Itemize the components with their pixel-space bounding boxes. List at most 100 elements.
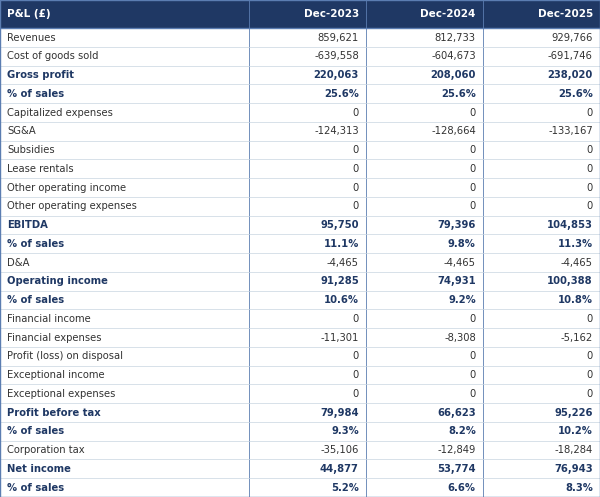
Text: 74,931: 74,931: [437, 276, 476, 286]
Bar: [0, 84, 600, 103]
Text: 8.2%: 8.2%: [448, 426, 476, 436]
Text: Cost of goods sold: Cost of goods sold: [7, 51, 98, 61]
Text: 0: 0: [587, 314, 593, 324]
Text: 11.3%: 11.3%: [557, 239, 593, 249]
Text: 44,877: 44,877: [320, 464, 359, 474]
Text: 9.3%: 9.3%: [331, 426, 359, 436]
Text: 25.6%: 25.6%: [441, 89, 476, 99]
Bar: [0, 460, 600, 478]
Text: -4,465: -4,465: [327, 257, 359, 267]
Bar: [0, 272, 600, 291]
Text: Profit (loss) on disposal: Profit (loss) on disposal: [7, 351, 123, 361]
Text: 79,984: 79,984: [320, 408, 359, 417]
Text: -18,284: -18,284: [554, 445, 593, 455]
Bar: [0, 28, 600, 47]
Text: -604,673: -604,673: [431, 51, 476, 61]
Text: 0: 0: [470, 370, 476, 380]
Text: -124,313: -124,313: [314, 126, 359, 136]
Text: 95,750: 95,750: [320, 220, 359, 230]
Text: 10.8%: 10.8%: [558, 295, 593, 305]
Bar: [0, 347, 600, 366]
Bar: [0, 253, 600, 272]
Text: -639,558: -639,558: [314, 51, 359, 61]
Text: 859,621: 859,621: [317, 32, 359, 43]
Text: Other operating income: Other operating income: [7, 182, 127, 192]
Bar: [0, 160, 600, 178]
Bar: [0, 403, 600, 422]
Bar: [0, 47, 600, 66]
Text: 220,063: 220,063: [314, 70, 359, 80]
Text: Subsidies: Subsidies: [7, 145, 55, 155]
Text: 0: 0: [470, 164, 476, 174]
Text: 95,226: 95,226: [554, 408, 593, 417]
Text: 9.2%: 9.2%: [448, 295, 476, 305]
Text: 0: 0: [587, 351, 593, 361]
Bar: [0, 328, 600, 347]
Text: -11,301: -11,301: [320, 332, 359, 342]
Text: 238,020: 238,020: [548, 70, 593, 80]
Text: 104,853: 104,853: [547, 220, 593, 230]
Text: Gross profit: Gross profit: [7, 70, 74, 80]
Text: 0: 0: [470, 201, 476, 211]
Text: 0: 0: [587, 370, 593, 380]
Text: 0: 0: [353, 145, 359, 155]
Text: 25.6%: 25.6%: [324, 89, 359, 99]
Text: Revenues: Revenues: [7, 32, 56, 43]
Text: Capitalized expenses: Capitalized expenses: [7, 107, 113, 117]
Text: Other operating expenses: Other operating expenses: [7, 201, 137, 211]
Text: 0: 0: [353, 351, 359, 361]
Bar: [0, 141, 600, 160]
Text: Financial expenses: Financial expenses: [7, 332, 102, 342]
Bar: [0, 385, 600, 403]
Text: D&A: D&A: [7, 257, 30, 267]
Bar: [0, 216, 600, 235]
Bar: [0, 103, 600, 122]
Text: 10.6%: 10.6%: [324, 295, 359, 305]
Text: Dec-2025: Dec-2025: [538, 9, 593, 19]
Text: 0: 0: [353, 164, 359, 174]
Text: 53,774: 53,774: [437, 464, 476, 474]
Text: 0: 0: [470, 314, 476, 324]
Bar: [0, 441, 600, 460]
Text: 0: 0: [353, 370, 359, 380]
Text: 10.2%: 10.2%: [558, 426, 593, 436]
Text: 0: 0: [353, 389, 359, 399]
Text: 25.6%: 25.6%: [558, 89, 593, 99]
Text: 0: 0: [470, 351, 476, 361]
Bar: [0, 366, 600, 385]
Bar: [0, 197, 600, 216]
Text: 0: 0: [470, 107, 476, 117]
Text: 91,285: 91,285: [320, 276, 359, 286]
Text: 100,388: 100,388: [547, 276, 593, 286]
Text: Corporation tax: Corporation tax: [7, 445, 85, 455]
Text: % of sales: % of sales: [7, 426, 64, 436]
Text: Dec-2024: Dec-2024: [421, 9, 476, 19]
Bar: [0, 310, 600, 328]
Text: -35,106: -35,106: [320, 445, 359, 455]
Text: 11.1%: 11.1%: [323, 239, 359, 249]
Text: -133,167: -133,167: [548, 126, 593, 136]
Bar: [0, 422, 600, 441]
Text: -128,664: -128,664: [431, 126, 476, 136]
Text: Profit before tax: Profit before tax: [7, 408, 101, 417]
Text: 0: 0: [353, 107, 359, 117]
Bar: [0, 235, 600, 253]
Text: 0: 0: [353, 314, 359, 324]
Text: 0: 0: [353, 201, 359, 211]
Text: 0: 0: [587, 182, 593, 192]
Text: 0: 0: [587, 164, 593, 174]
Text: -4,465: -4,465: [444, 257, 476, 267]
Bar: [0, 0, 600, 28]
Text: 929,766: 929,766: [551, 32, 593, 43]
Text: 0: 0: [587, 145, 593, 155]
Text: Net income: Net income: [7, 464, 71, 474]
Text: -691,746: -691,746: [548, 51, 593, 61]
Text: P&L (£): P&L (£): [7, 9, 51, 19]
Text: % of sales: % of sales: [7, 295, 64, 305]
Text: -8,308: -8,308: [444, 332, 476, 342]
Text: 5.2%: 5.2%: [331, 483, 359, 493]
Text: -12,849: -12,849: [437, 445, 476, 455]
Bar: [0, 178, 600, 197]
Text: % of sales: % of sales: [7, 89, 64, 99]
Text: 0: 0: [587, 201, 593, 211]
